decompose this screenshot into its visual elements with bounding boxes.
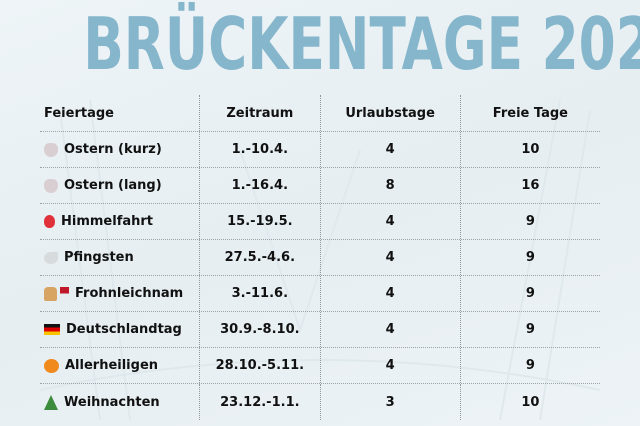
holiday-name: Himmelfahrt [61, 214, 154, 229]
vacation-days: 3 [319, 384, 460, 420]
dove-icon [44, 251, 58, 264]
holiday-name: Allerheiligen [65, 358, 159, 373]
vacation-days: 4 [319, 240, 460, 275]
period: 23.12.-1.1. [199, 384, 319, 420]
vacation-days: 8 [319, 168, 460, 203]
free-days: 10 [459, 132, 600, 167]
free-days: 9 [459, 204, 600, 239]
table-row: Pfingsten 27.5.-4.6. 4 9 [40, 240, 600, 276]
christmas-tree-icon [44, 394, 58, 410]
period: 1.-16.4. [199, 168, 319, 203]
holiday-name: Ostern (kurz) [64, 142, 162, 157]
holiday-name: Frohnleichnam [75, 286, 184, 301]
period: 27.5.-4.6. [199, 240, 319, 275]
table-row: Frohnleichnam 3.-11.6. 4 9 [40, 276, 600, 312]
holiday-name: Ostern (lang) [64, 178, 162, 193]
table-row: Allerheiligen 28.10.-5.11. 4 9 [40, 348, 600, 384]
wine-glass-icon [60, 286, 69, 301]
period: 30.9.-8.10. [199, 312, 319, 347]
vacation-days: 4 [319, 312, 460, 347]
table-header-row: Feiertage Zeitraum Urlaubstage Freie Tag… [40, 95, 600, 132]
vacation-days: 4 [319, 204, 460, 239]
period: 3.-11.6. [199, 276, 319, 311]
page-title: BRÜCKENTAGE 2023 [83, 2, 640, 86]
header-period: Zeitraum [199, 95, 319, 131]
free-days: 9 [459, 240, 600, 275]
free-days: 9 [459, 348, 600, 383]
table-row: Ostern (kurz) 1.-10.4. 4 10 [40, 132, 600, 168]
free-days: 9 [459, 276, 600, 311]
free-days: 9 [459, 312, 600, 347]
header-free-days: Freie Tage [459, 95, 600, 131]
rabbit-face-icon [44, 178, 58, 193]
rabbit-face-icon [44, 142, 58, 157]
bridge-days-table: Feiertage Zeitraum Urlaubstage Freie Tag… [40, 95, 600, 420]
free-days: 10 [459, 384, 600, 420]
holiday-name: Pfingsten [64, 250, 134, 265]
free-days: 16 [459, 168, 600, 203]
german-flag-icon [44, 324, 60, 335]
vacation-days: 4 [319, 132, 460, 167]
pumpkin-icon [44, 358, 59, 373]
balloon-icon [44, 215, 55, 228]
vacation-days: 4 [319, 348, 460, 383]
period: 15.-19.5. [199, 204, 319, 239]
period: 28.10.-5.11. [199, 348, 319, 383]
bread-icon [44, 286, 57, 301]
table-row: Weihnachten 23.12.-1.1. 3 10 [40, 384, 600, 420]
header-vacation-days: Urlaubstage [319, 95, 460, 131]
period: 1.-10.4. [199, 132, 319, 167]
table-row: Himmelfahrt 15.-19.5. 4 9 [40, 204, 600, 240]
vacation-days: 4 [319, 276, 460, 311]
table-row: Ostern (lang) 1.-16.4. 8 16 [40, 168, 600, 204]
holiday-name: Weihnachten [64, 394, 160, 410]
table-row: Deutschlandtag 30.9.-8.10. 4 9 [40, 312, 600, 348]
header-holiday: Feiertage [44, 105, 114, 121]
holiday-name: Deutschlandtag [66, 322, 182, 337]
